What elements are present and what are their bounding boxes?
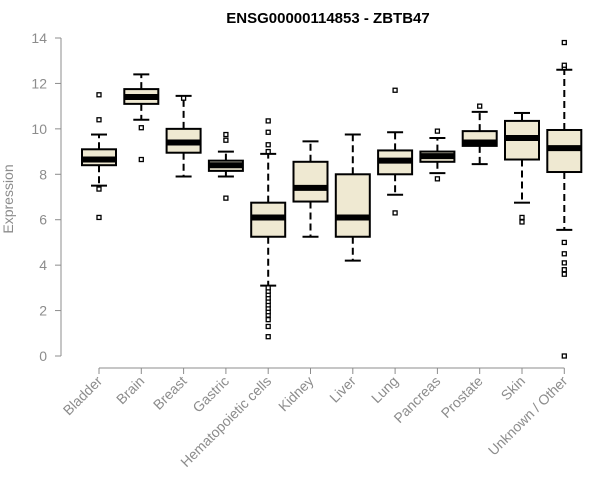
outlier-point <box>561 62 567 68</box>
box-iqr <box>292 160 329 203</box>
y-tick-label: 6 <box>39 212 47 228</box>
outlier-point <box>265 118 271 124</box>
outlier-point <box>561 39 567 46</box>
outlier-point <box>223 195 229 201</box>
outlier-point <box>561 271 567 277</box>
box-group <box>165 94 202 178</box>
box-group <box>334 133 371 262</box>
outlier-point <box>561 251 567 257</box>
chart-title: ENSG00000114853 - ZBTB47 <box>226 10 429 27</box>
box-group <box>504 111 540 225</box>
x-tick-label: Brain <box>113 373 147 407</box>
outlier-point <box>561 353 567 359</box>
box-iqr <box>334 173 371 238</box>
y-axis: 0 2 4 6 8 10 12 14 <box>31 30 62 364</box>
x-tick-label: Prostate <box>438 373 486 421</box>
outlier-point <box>561 239 567 246</box>
outlier-point <box>392 87 398 93</box>
outlier-point <box>434 128 441 134</box>
box-group <box>81 92 117 221</box>
x-tick-label: Lung <box>368 373 401 406</box>
x-tick-label: Liver <box>326 373 359 406</box>
y-tick-label: 8 <box>39 166 47 182</box>
outlier-point <box>392 210 398 216</box>
outlier-point <box>265 334 271 340</box>
x-tick-label: Pancreas <box>390 373 443 426</box>
outlier-point <box>138 156 144 163</box>
y-tick-label: 0 <box>39 348 47 364</box>
box-group <box>250 118 287 340</box>
outlier-point <box>223 131 229 138</box>
x-tick-label: Unknown / Other <box>485 373 571 459</box>
box-group <box>123 73 160 163</box>
x-tick-label: Skin <box>498 373 529 404</box>
outlier-point <box>96 186 102 192</box>
outlier-point <box>477 103 483 109</box>
outlier-point <box>180 95 187 101</box>
outlier-point <box>265 148 271 155</box>
outlier-point <box>561 260 567 266</box>
y-axis-label: Expression <box>0 164 16 233</box>
box-group <box>546 39 583 359</box>
box-group <box>461 103 498 166</box>
outlier-point <box>519 214 525 221</box>
outlier-point <box>265 129 271 135</box>
y-tick-label: 4 <box>39 257 47 273</box>
outlier-point <box>223 137 229 143</box>
outlier-point <box>265 317 271 323</box>
outlier-point <box>519 219 525 225</box>
outlier-point <box>96 117 102 123</box>
box-series <box>81 39 583 359</box>
outlier-point <box>265 142 271 148</box>
outlier-point <box>265 285 271 291</box>
x-tick-label: Bladder <box>60 373 106 419</box>
box-group <box>292 140 329 238</box>
outlier-point <box>434 176 441 182</box>
outlier-point <box>561 267 567 273</box>
outlier-point <box>138 125 144 131</box>
y-tick-label: 2 <box>39 303 47 319</box>
box-group <box>419 128 456 182</box>
x-tick-label: Breast <box>150 373 190 413</box>
y-tick-label: 14 <box>31 30 47 46</box>
y-tick-label: 12 <box>31 75 47 91</box>
box-group <box>377 87 414 216</box>
y-tick-label: 10 <box>31 121 47 137</box>
x-tick-label: Kidney <box>275 373 317 415</box>
box-group <box>207 131 244 201</box>
outlier-point <box>96 214 102 221</box>
outlier-point <box>96 92 102 98</box>
outlier-point <box>265 323 271 330</box>
